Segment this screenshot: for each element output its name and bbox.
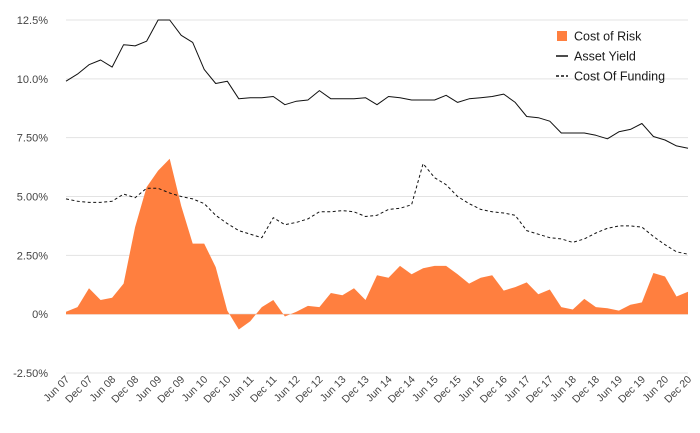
plot-area xyxy=(65,19,689,330)
y-axis: 12.5% 10.0% 7.50% 5.00% 2.50% 0% -2.50% xyxy=(13,15,48,380)
y-tick-label: 7.50% xyxy=(17,133,48,145)
y-tick-label: 5.00% xyxy=(17,192,48,204)
legend-label: Cost of Risk xyxy=(574,30,642,44)
cost-of-risk-area xyxy=(66,158,688,330)
cost-of-funding-line xyxy=(65,163,689,255)
y-tick-label: 12.5% xyxy=(17,15,48,27)
y-tick-label: 2.50% xyxy=(17,250,48,262)
asset-yield-line xyxy=(65,19,689,149)
legend-label: Asset Yield xyxy=(574,50,636,64)
y-tick-label: 10.0% xyxy=(17,74,48,86)
legend-swatch-cost-of-risk xyxy=(557,31,567,41)
legend-label: Cost Of Funding xyxy=(574,70,665,84)
y-tick-label: 0% xyxy=(32,309,48,321)
y-tick-label: -2.50% xyxy=(13,368,48,380)
legend: Cost of Risk Asset Yield Cost Of Funding xyxy=(556,30,665,84)
